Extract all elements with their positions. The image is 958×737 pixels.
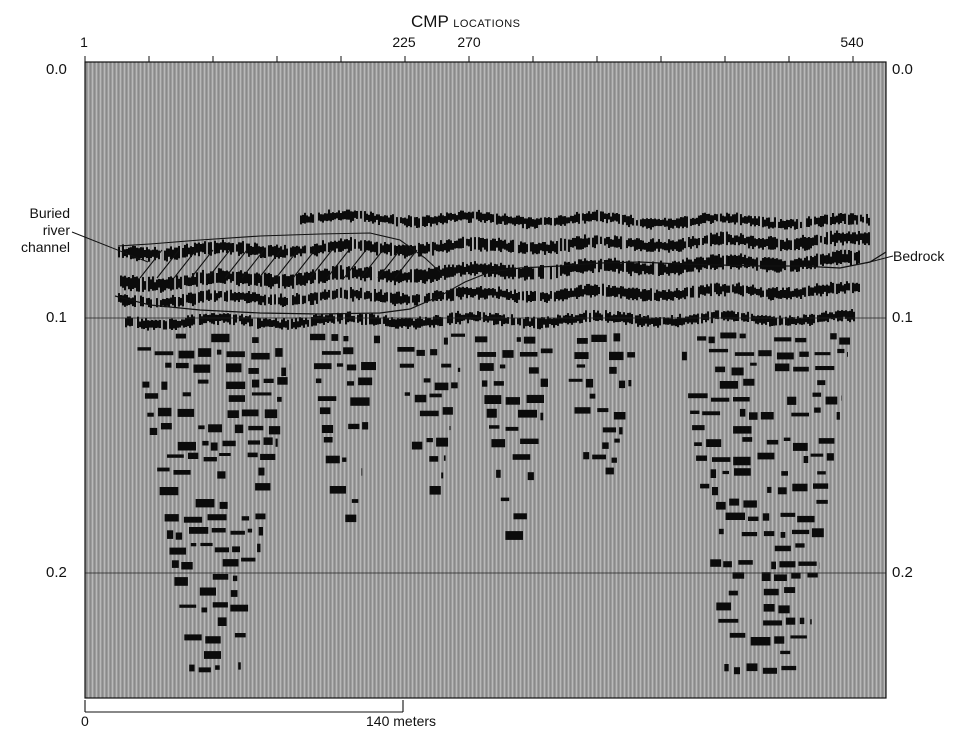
scale-start-label: 0 <box>81 713 89 729</box>
cmp-tick-label: 270 <box>457 34 480 50</box>
buried-channel-label: Buried river channel <box>21 205 70 256</box>
cmp-tick-label: 225 <box>392 34 415 50</box>
top-ticks <box>85 56 853 62</box>
time-label-left: 0.1 <box>46 309 67 326</box>
channel-label-line: Buried <box>21 205 70 222</box>
time-label-right: 0.1 <box>892 309 913 326</box>
title-sub: LOCATIONS <box>453 18 520 30</box>
channel-label-line: river <box>21 222 70 239</box>
time-label-right: 0.2 <box>892 564 913 581</box>
time-label-left: 0.0 <box>46 61 67 78</box>
cmp-tick-label: 540 <box>840 34 863 50</box>
scale-bar <box>85 700 403 712</box>
title-main: CMP <box>411 12 449 31</box>
time-label-left: 0.2 <box>46 564 67 581</box>
scale-end-label: 140 meters <box>366 713 436 729</box>
bedrock-label: Bedrock <box>893 248 944 265</box>
channel-label-line: channel <box>21 239 70 256</box>
time-label-right: 0.0 <box>892 61 913 78</box>
axis-title: CMP LOCATIONS <box>411 12 521 32</box>
cmp-tick-label: 1 <box>80 34 88 50</box>
